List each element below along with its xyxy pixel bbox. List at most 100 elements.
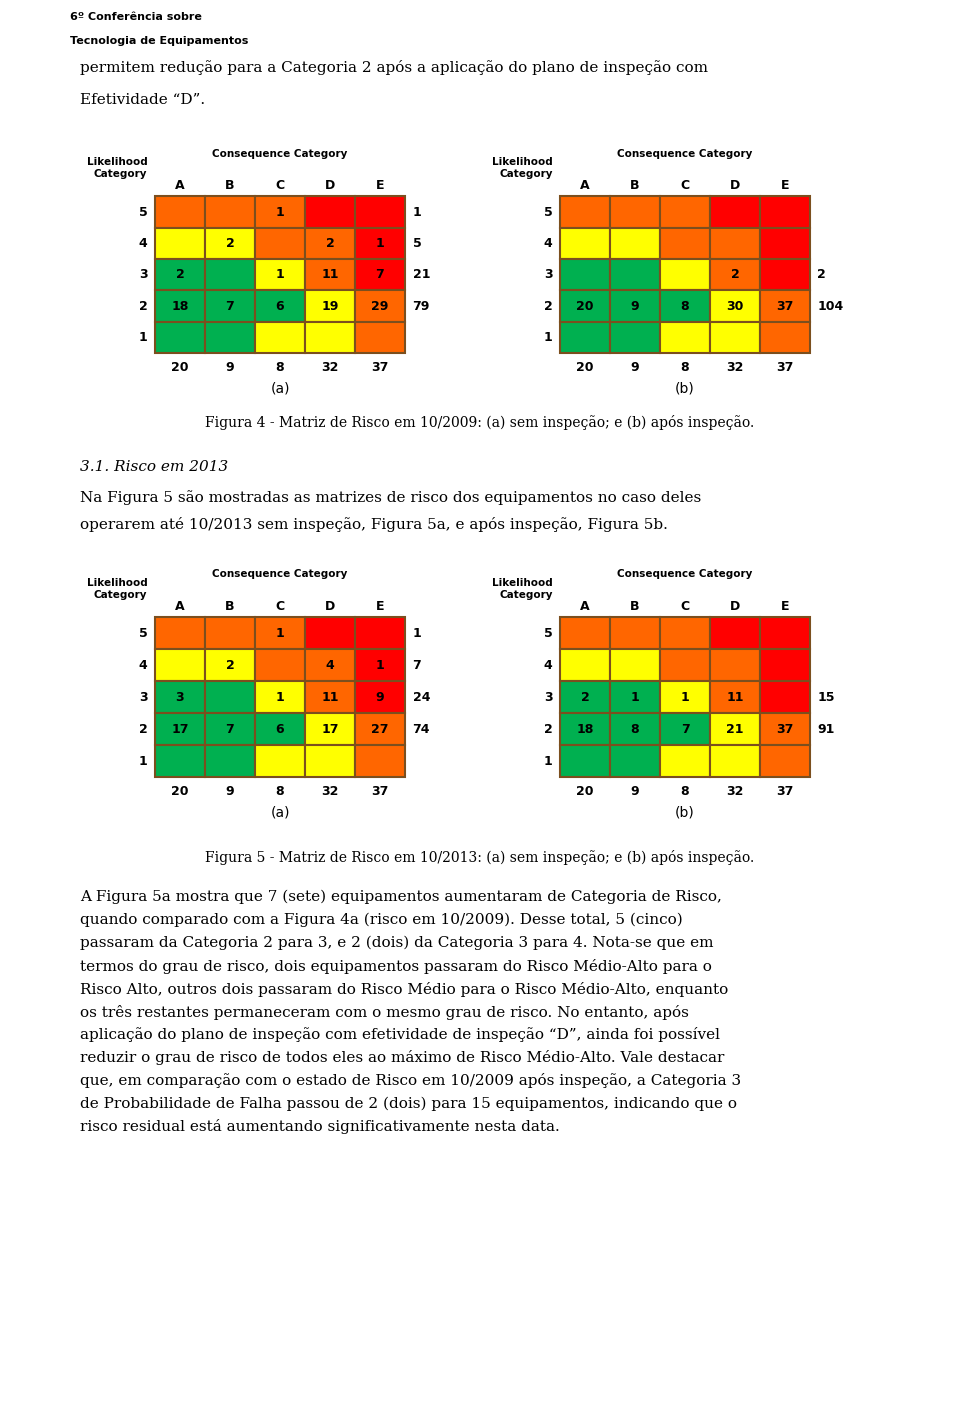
Text: 1: 1 — [276, 205, 284, 219]
Text: 20: 20 — [576, 785, 593, 797]
Bar — [660, 322, 710, 354]
Text: 4: 4 — [325, 659, 334, 672]
Text: 9: 9 — [631, 361, 639, 373]
Text: 1: 1 — [276, 691, 284, 704]
Text: D: D — [730, 600, 740, 612]
Text: 2: 2 — [818, 269, 827, 281]
Text: 17: 17 — [322, 723, 339, 735]
Bar — [660, 713, 710, 745]
Text: 20: 20 — [171, 361, 189, 373]
Text: 91: 91 — [818, 723, 835, 735]
Bar — [355, 618, 405, 649]
Text: Consequence Category: Consequence Category — [617, 148, 753, 160]
Text: 19: 19 — [322, 300, 339, 312]
Text: 11: 11 — [322, 269, 339, 281]
Text: 2: 2 — [226, 238, 234, 250]
Text: 7: 7 — [375, 269, 384, 281]
Bar — [610, 290, 660, 322]
Text: 21: 21 — [413, 269, 430, 281]
Bar — [205, 682, 255, 713]
Bar — [710, 228, 760, 259]
Bar — [610, 649, 660, 682]
Bar — [255, 228, 305, 259]
Text: 1: 1 — [543, 331, 553, 344]
Bar — [710, 259, 760, 290]
Text: 2: 2 — [139, 723, 148, 735]
Text: 20: 20 — [576, 361, 593, 373]
Text: Consequence Category: Consequence Category — [212, 148, 348, 160]
Bar — [660, 228, 710, 259]
Bar — [710, 682, 760, 713]
Text: de Probabilidade de Falha passou de 2 (dois) para 15 equipamentos, indicando que: de Probabilidade de Falha passou de 2 (d… — [80, 1096, 737, 1110]
Text: 3: 3 — [139, 269, 148, 281]
Text: 2: 2 — [226, 659, 234, 672]
Text: 7: 7 — [226, 723, 234, 735]
Text: Consequence Category: Consequence Category — [212, 570, 348, 580]
Text: 1: 1 — [631, 691, 639, 704]
Bar — [355, 290, 405, 322]
Text: E: E — [375, 178, 384, 192]
Text: 3: 3 — [139, 691, 148, 704]
Bar — [760, 618, 810, 649]
Text: 11: 11 — [322, 691, 339, 704]
Text: D: D — [730, 178, 740, 192]
Text: 17: 17 — [171, 723, 189, 735]
Bar — [660, 618, 710, 649]
Text: 15: 15 — [818, 691, 835, 704]
Text: 2: 2 — [543, 300, 553, 312]
Text: A: A — [175, 600, 185, 612]
Bar — [610, 682, 660, 713]
Text: 9: 9 — [226, 785, 234, 797]
Text: risco residual está aumentando significativamente nesta data.: risco residual está aumentando significa… — [80, 1118, 560, 1134]
Bar — [760, 649, 810, 682]
Text: 1: 1 — [413, 626, 421, 641]
Text: que, em comparação com o estado de Risco em 10/2009 após inspeção, a Categoria 3: que, em comparação com o estado de Risco… — [80, 1073, 741, 1089]
Bar — [155, 682, 205, 713]
Text: A: A — [175, 178, 185, 192]
Text: Likelihood
Category: Likelihood Category — [492, 157, 553, 180]
Bar — [305, 618, 355, 649]
Text: 5: 5 — [139, 205, 148, 219]
Bar — [255, 322, 305, 354]
Bar — [610, 322, 660, 354]
Bar — [760, 228, 810, 259]
Text: permitem redução para a Categoria 2 após a aplicação do plano de inspeção com: permitem redução para a Categoria 2 após… — [80, 59, 708, 75]
Text: 8: 8 — [681, 300, 689, 312]
Text: 3.1. Risco em 2013: 3.1. Risco em 2013 — [80, 461, 228, 475]
Text: 6: 6 — [276, 300, 284, 312]
Bar — [255, 618, 305, 649]
Bar — [560, 228, 610, 259]
Bar — [305, 228, 355, 259]
Text: 2: 2 — [139, 300, 148, 312]
Text: C: C — [681, 600, 689, 612]
Text: 2: 2 — [176, 269, 184, 281]
Text: 37: 37 — [372, 361, 389, 373]
Bar — [255, 197, 305, 228]
Text: 1: 1 — [276, 626, 284, 641]
Bar — [355, 745, 405, 778]
Bar — [205, 322, 255, 354]
Text: 2: 2 — [581, 691, 589, 704]
Text: 4: 4 — [139, 238, 148, 250]
Bar — [355, 259, 405, 290]
Bar — [660, 197, 710, 228]
Bar — [155, 228, 205, 259]
Text: 4: 4 — [543, 238, 553, 250]
Bar — [660, 290, 710, 322]
Bar — [305, 290, 355, 322]
Text: 7: 7 — [226, 300, 234, 312]
Bar — [305, 649, 355, 682]
Text: 5: 5 — [543, 205, 553, 219]
Bar — [610, 618, 660, 649]
Bar — [760, 745, 810, 778]
Text: Risco Alto, outros dois passaram do Risco Médio para o Risco Médio-Alto, enquant: Risco Alto, outros dois passaram do Risc… — [80, 981, 729, 997]
Bar — [205, 228, 255, 259]
Text: A Figura 5a mostra que 7 (sete) equipamentos aumentaram de Categoria de Risco,: A Figura 5a mostra que 7 (sete) equipame… — [80, 889, 722, 905]
Bar — [205, 713, 255, 745]
Text: 7: 7 — [681, 723, 689, 735]
Text: A: A — [580, 178, 589, 192]
Bar — [255, 745, 305, 778]
Text: 2: 2 — [731, 269, 739, 281]
Text: 1: 1 — [375, 238, 384, 250]
Bar — [205, 259, 255, 290]
